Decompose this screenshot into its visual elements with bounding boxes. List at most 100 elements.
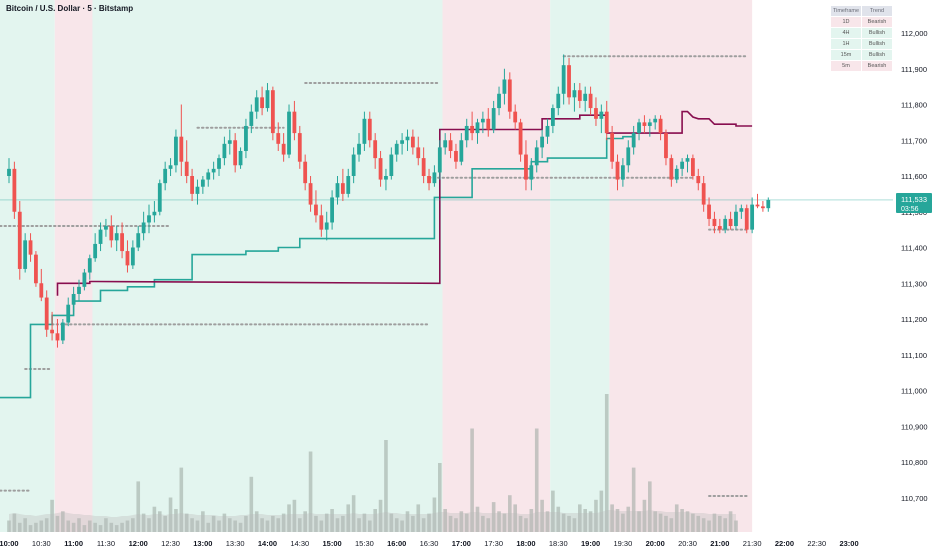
candle [114, 226, 119, 252]
candle [626, 140, 631, 173]
candle-body [734, 211, 738, 227]
y-tick-label: 111,100 [901, 351, 927, 360]
candle [615, 154, 620, 191]
volume-bar [50, 499, 54, 532]
volume-bar [281, 513, 286, 532]
candle [373, 133, 378, 169]
candle [567, 58, 571, 105]
candle-body [120, 233, 124, 252]
candle [98, 222, 103, 252]
candle-body [475, 122, 480, 134]
volume-bar [723, 518, 728, 532]
candle-body [448, 140, 453, 151]
candle-body [340, 183, 345, 194]
candle [254, 90, 259, 119]
candle-body [249, 111, 254, 126]
candle-body [631, 133, 636, 148]
x-tick-label: 14:30 [290, 539, 309, 548]
volume-bar [594, 499, 598, 532]
candle [620, 158, 625, 187]
candle-body [658, 118, 663, 134]
candle-body [287, 111, 291, 155]
candle [174, 129, 178, 173]
y-tick-label: 112,000 [901, 29, 928, 38]
volume-bar [615, 509, 620, 532]
volume-average-band [9, 510, 736, 532]
y-tick-label: 111,000 [901, 387, 927, 396]
last-price-label: 111,533 [901, 195, 927, 204]
candle [249, 104, 254, 134]
x-tick-label: 23:00 [839, 539, 858, 548]
candle-body [17, 211, 22, 269]
candle [120, 222, 124, 259]
candle-body [577, 90, 582, 101]
candle-body [104, 226, 108, 230]
candle-body [44, 297, 49, 330]
volume-bar [152, 506, 157, 532]
candle [647, 118, 652, 137]
candle [421, 147, 426, 184]
trend-zones [0, 0, 753, 532]
x-tick-label: 19:30 [613, 539, 632, 548]
volume-bar [712, 513, 717, 532]
candle-body [755, 204, 760, 207]
candle-body [303, 161, 308, 184]
candle [707, 197, 711, 227]
candle-body [55, 333, 60, 341]
candle [664, 129, 668, 166]
candle-body [723, 218, 728, 230]
candle-body [206, 172, 211, 180]
volume-bar [524, 518, 528, 532]
volume-bar [481, 515, 485, 532]
candle-body [728, 218, 733, 227]
candle-body [23, 240, 28, 269]
candle [281, 133, 286, 162]
x-tick-label: 22:00 [775, 539, 794, 548]
candle [448, 133, 453, 159]
candle [265, 83, 270, 112]
trend-cell: Bearish [861, 60, 893, 72]
volume-bar [475, 506, 480, 532]
candle [427, 168, 431, 191]
candle-body [400, 140, 405, 144]
candle-body [513, 111, 518, 123]
candle [60, 319, 65, 345]
candle [104, 218, 108, 237]
candle [357, 133, 361, 162]
candle-body [701, 183, 706, 205]
volume-bar [190, 518, 194, 532]
candle-body [486, 118, 491, 130]
candle-body [147, 215, 151, 223]
candle [319, 204, 324, 237]
candle-body [184, 161, 189, 176]
candle [157, 179, 162, 216]
candle [604, 100, 609, 141]
candle [502, 68, 507, 105]
candle [437, 140, 442, 180]
volume-bar [292, 499, 297, 532]
candle [685, 154, 690, 173]
volume-bar [44, 518, 49, 532]
x-tick-label: 12:30 [161, 539, 180, 548]
x-tick-label: 11:30 [97, 539, 115, 548]
candle-body [346, 176, 351, 194]
volume-bar [104, 518, 108, 532]
candle [163, 161, 168, 191]
candle-body [77, 286, 81, 294]
candle-body [233, 140, 238, 166]
volume-bar [244, 515, 248, 532]
y-tick-label: 110,900 [901, 422, 928, 431]
volume-bar [561, 513, 566, 532]
bearish-zone [442, 0, 551, 532]
candle-body [680, 161, 685, 169]
volume-bar [610, 504, 614, 532]
volume-bar [583, 509, 587, 532]
volume-bar [109, 522, 114, 532]
candle-body [454, 150, 458, 162]
candle-body [130, 247, 135, 266]
candle-body [152, 211, 157, 216]
volume-bar [93, 522, 97, 532]
volume-bar [669, 518, 674, 532]
candle [227, 129, 232, 155]
candle-body [615, 161, 620, 180]
